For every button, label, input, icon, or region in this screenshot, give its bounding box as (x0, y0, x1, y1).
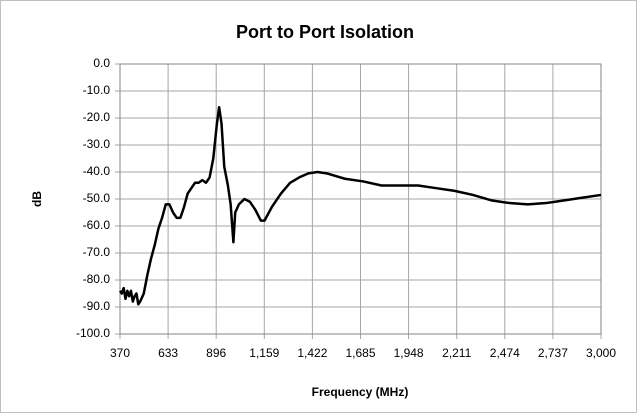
x-tick-label: 2,211 (442, 346, 471, 360)
y-tick-label: -30.0 (83, 137, 111, 151)
plot-border (119, 63, 602, 335)
y-tick-label: -20.0 (83, 110, 111, 124)
x-tick-label: 3,000 (586, 346, 616, 360)
y-tick-label: -40.0 (83, 164, 111, 178)
y-axis-label: dB (30, 191, 44, 207)
x-tick-label: 370 (110, 346, 130, 360)
x-tick-label: 1,422 (297, 346, 327, 360)
x-tick-label: 1,948 (394, 346, 424, 360)
y-tick-label: 0.0 (93, 56, 110, 70)
x-tick-label: 2,474 (490, 346, 520, 360)
x-tick-label: 2,737 (538, 346, 568, 360)
x-axis-label: Frequency (MHz) (312, 385, 409, 399)
y-tick-label: -70.0 (83, 245, 111, 259)
data-line (118, 105, 602, 306)
chart-title: Port to Port Isolation (236, 22, 414, 42)
y-tick-label: -90.0 (83, 299, 111, 313)
y-tick-label: -80.0 (83, 272, 111, 286)
y-tick-label: -60.0 (83, 218, 111, 232)
x-tick-label: 896 (206, 346, 226, 360)
y-tick-label: -10.0 (83, 83, 111, 97)
x-tick-label: 1,159 (249, 346, 279, 360)
y-tick-label: -50.0 (83, 191, 111, 205)
x-tick-label: 633 (158, 346, 178, 360)
x-tick-label: 1,685 (345, 346, 375, 360)
y-tick-label: -100.0 (76, 326, 110, 340)
